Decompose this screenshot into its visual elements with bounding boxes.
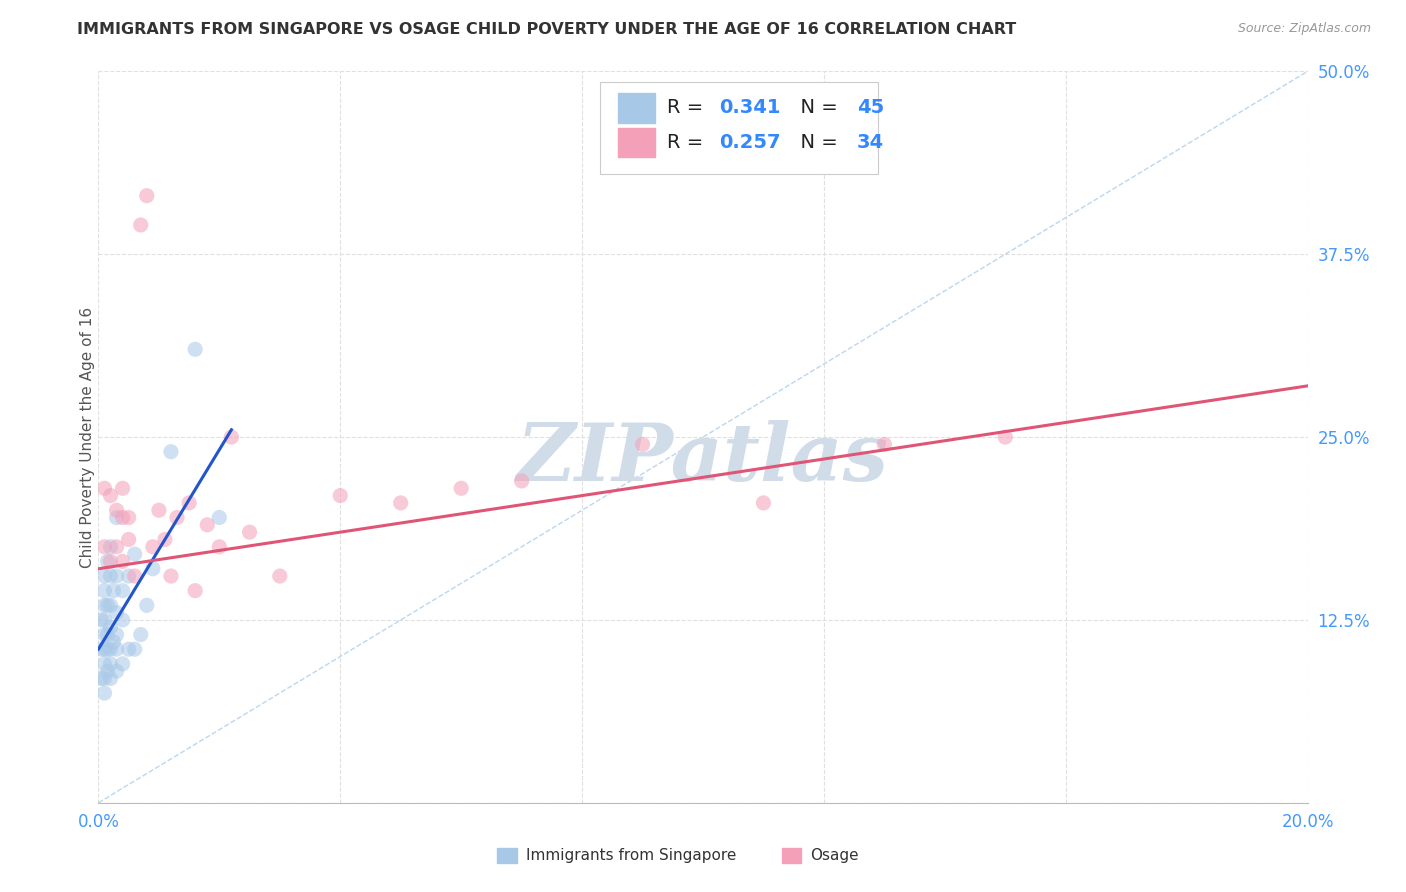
Text: Osage: Osage [811,848,859,863]
Point [135,188,157,202]
Point [100,489,122,503]
Point [118,533,141,547]
Point [142,540,165,554]
Point [93,686,115,700]
Point [90,672,112,686]
Point [100,540,122,554]
Point [124,547,146,561]
Point [105,606,128,620]
Point [129,218,152,232]
Point [329,489,352,503]
Point [450,481,472,495]
Point [96,599,118,613]
Point [221,430,243,444]
Point [208,510,231,524]
Point [93,672,115,686]
Point [100,554,122,568]
Point [105,540,128,554]
Bar [498,848,517,863]
Point [93,599,115,613]
Text: ZIPatlas: ZIPatlas [517,420,889,498]
Point [93,642,115,657]
Point [111,554,134,568]
Point [160,444,183,458]
Point [873,437,896,451]
Point [166,510,188,524]
Point [195,517,218,532]
Point [90,613,112,627]
Text: R =: R = [666,98,709,118]
Point [184,583,207,598]
Text: Immigrants from Singapore: Immigrants from Singapore [526,848,737,863]
Point [100,672,122,686]
Point [135,599,157,613]
Point [93,613,115,627]
Point [105,569,128,583]
Point [160,569,183,583]
Point [129,627,152,641]
Bar [619,94,655,122]
Point [100,599,122,613]
Point [103,583,125,598]
Point [93,540,115,554]
Point [631,437,654,451]
Point [111,510,134,524]
Point [93,583,115,598]
Point [105,642,128,657]
Point [184,343,207,357]
Point [103,635,125,649]
Point [118,510,141,524]
Point [105,503,128,517]
Point [93,481,115,495]
Point [111,613,134,627]
Point [118,569,141,583]
Bar [782,848,801,863]
Point [153,533,176,547]
Point [111,481,134,495]
Text: 34: 34 [856,133,884,152]
Point [93,569,115,583]
Point [96,554,118,568]
Point [100,569,122,583]
Y-axis label: Child Poverty Under the Age of 16: Child Poverty Under the Age of 16 [80,307,94,567]
Point [208,540,231,554]
Text: N =: N = [787,133,844,152]
Point [994,430,1017,444]
Point [93,657,115,671]
Point [93,627,115,641]
Text: 0.257: 0.257 [718,133,780,152]
Text: R =: R = [666,133,709,152]
Text: IMMIGRANTS FROM SINGAPORE VS OSAGE CHILD POVERTY UNDER THE AGE OF 16 CORRELATION: IMMIGRANTS FROM SINGAPORE VS OSAGE CHILD… [77,22,1017,37]
Point [105,627,128,641]
Point [269,569,291,583]
Point [105,510,128,524]
Point [100,657,122,671]
Text: N =: N = [787,98,844,118]
Point [124,569,146,583]
Text: Source: ZipAtlas.com: Source: ZipAtlas.com [1237,22,1371,36]
Point [239,525,262,540]
Point [179,496,201,510]
Point [510,474,533,488]
Text: 0.341: 0.341 [718,98,780,118]
Point [111,657,134,671]
Text: 45: 45 [856,98,884,118]
Point [142,562,165,576]
FancyBboxPatch shape [600,82,879,174]
Point [111,583,134,598]
Point [752,496,775,510]
Point [96,664,118,678]
Point [105,664,128,678]
Point [100,642,122,657]
Point [100,620,122,634]
Point [96,627,118,641]
Point [389,496,412,510]
Point [90,642,112,657]
Point [148,503,170,517]
Point [96,642,118,657]
Point [118,642,141,657]
Point [124,642,146,657]
Bar [619,128,655,157]
